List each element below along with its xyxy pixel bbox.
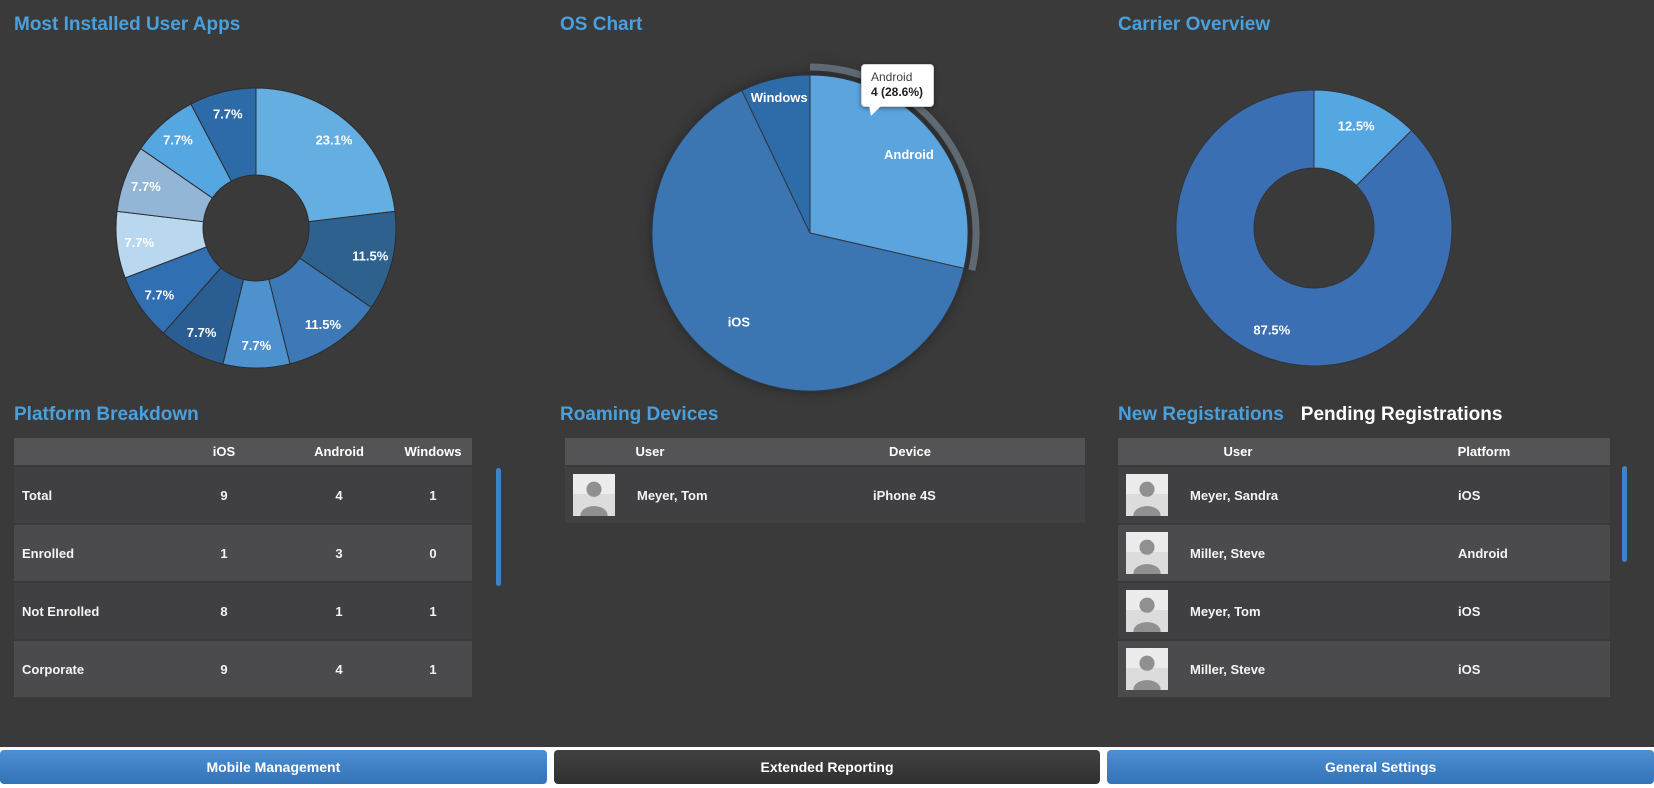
row-label: Enrolled xyxy=(22,545,75,561)
platform-name: Android xyxy=(1458,545,1508,561)
row-value: 0 xyxy=(429,545,437,561)
row-value: 9 xyxy=(220,661,228,677)
registrations-table-scrollbar[interactable] xyxy=(1622,466,1627,562)
column-header-android: Android xyxy=(314,444,364,459)
slice-87-5[interactable] xyxy=(1175,89,1453,367)
column-header-blank xyxy=(14,438,164,465)
section-title-most-installed-apps: Most Installed User Apps xyxy=(14,14,241,35)
slice-windows[interactable] xyxy=(741,74,811,234)
row-value: 1 xyxy=(429,487,437,503)
platform-name: iOS xyxy=(1458,487,1481,503)
row-label: Total xyxy=(22,487,53,503)
registrations-header: User Platform xyxy=(1118,438,1610,465)
registration-row[interactable]: Meyer, Sandra iOS xyxy=(1118,467,1610,523)
avatar xyxy=(1126,648,1168,690)
avatar-cell xyxy=(565,467,629,523)
row-value: 1 xyxy=(429,661,437,677)
registrations-rows: Meyer, Sandra iOS Miller, Steve Android Meye… xyxy=(1118,467,1610,697)
user-name: Miller, Steve xyxy=(1190,661,1266,677)
column-header-windows: Windows xyxy=(404,444,462,459)
avatar-cell xyxy=(1118,525,1182,581)
platform-row-total[interactable]: Total 9 4 1 xyxy=(14,467,472,523)
row-label: Corporate xyxy=(22,661,85,677)
platform-row-corporate[interactable]: Corporate 9 4 1 xyxy=(14,641,472,697)
platform-name: iOS xyxy=(1458,661,1481,677)
column-header-device: Device xyxy=(889,444,931,459)
column-carrier-registrations: Carrier Overview 12.5% 87.5% New Registra… xyxy=(1107,0,1654,747)
registration-row[interactable]: Meyer, Tom iOS xyxy=(1118,583,1610,639)
platform-breakdown-rows: Total 9 4 1 Enrolled 1 3 0 Not Enrolled 8 1 1 Corpor… xyxy=(14,467,472,697)
platform-breakdown-header: iOS Android Windows xyxy=(14,438,472,465)
platform-table-scrollbar[interactable] xyxy=(496,468,501,586)
roaming-devices-rows: Meyer, Tom iPhone 4S xyxy=(565,467,1085,523)
platform-breakdown-table: iOS Android Windows Total 9 4 1 Enrolled 1 3 0 N… xyxy=(14,438,472,697)
section-title-carrier-overview: Carrier Overview xyxy=(1118,14,1271,35)
mobile-management-button[interactable]: Mobile Management xyxy=(0,750,547,784)
avatar-cell xyxy=(1118,641,1182,697)
section-title-platform-breakdown: Platform Breakdown xyxy=(14,404,199,425)
row-value: 3 xyxy=(335,545,343,561)
column-apps-platform: Most Installed User Apps 23.1% 11.5% 11.5%… xyxy=(0,0,545,747)
row-value: 1 xyxy=(335,603,343,619)
row-value: 8 xyxy=(220,603,228,619)
row-value: 1 xyxy=(429,603,437,619)
avatar xyxy=(573,474,615,516)
user-name: Meyer, Sandra xyxy=(1190,487,1279,503)
user-name: Meyer, Tom xyxy=(637,487,708,503)
registrations-table: User Platform Meyer, Sandra iOS Miller, St… xyxy=(1118,438,1610,697)
roaming-devices-table: User Device Meyer, Tom iPhone 4S xyxy=(565,438,1085,523)
user-name: Meyer, Tom xyxy=(1190,603,1261,619)
registration-row[interactable]: Miller, Steve Android xyxy=(1118,525,1610,581)
footer-bar: Mobile Management Extended Reporting Gen… xyxy=(0,747,1654,788)
user-name: Miller, Steve xyxy=(1190,545,1266,561)
most-installed-apps-donut-chart[interactable]: 23.1%11.5%11.5%7.7%7.7%7.7%7.7%7.7%7.7%7… xyxy=(106,78,406,378)
row-value: 4 xyxy=(335,661,343,677)
row-value: 9 xyxy=(220,487,228,503)
platform-name: iOS xyxy=(1458,603,1481,619)
roaming-devices-header: User Device xyxy=(565,438,1085,465)
avatar-cell xyxy=(1118,583,1182,639)
slice-7-7[interactable] xyxy=(190,87,257,182)
row-value: 4 xyxy=(335,487,343,503)
avatar xyxy=(1126,532,1168,574)
general-settings-button[interactable]: General Settings xyxy=(1107,750,1654,784)
avatar-cell xyxy=(1118,467,1182,523)
platform-row-not-enrolled[interactable]: Not Enrolled 8 1 1 xyxy=(14,583,472,639)
avatar xyxy=(1126,590,1168,632)
slice-android[interactable] xyxy=(809,74,969,270)
platform-row-enrolled[interactable]: Enrolled 1 3 0 xyxy=(14,525,472,581)
registration-row[interactable]: Miller, Steve iOS xyxy=(1118,641,1610,697)
section-title-os-chart: OS Chart xyxy=(560,14,643,35)
column-header-ios: iOS xyxy=(212,444,236,459)
tooltip-series-name: Android xyxy=(871,70,913,84)
device-name: iPhone 4S xyxy=(873,487,936,503)
slice-23-1[interactable] xyxy=(255,87,396,223)
row-value: 1 xyxy=(220,545,228,561)
slice-highlight-ring xyxy=(809,63,980,272)
roaming-device-row[interactable]: Meyer, Tom iPhone 4S xyxy=(565,467,1085,523)
tab-pending-registrations[interactable]: Pending Registrations xyxy=(1300,404,1503,425)
column-header-user: User xyxy=(635,444,665,459)
avatar xyxy=(1126,474,1168,516)
column-header-platform: Platform xyxy=(1457,444,1511,459)
tab-new-registrations[interactable]: New Registrations xyxy=(1118,404,1284,425)
tooltip-value: 4 (28.6%) xyxy=(871,85,924,99)
column-header-user: User xyxy=(1223,444,1253,459)
section-title-roaming-devices: Roaming Devices xyxy=(560,404,719,425)
carrier-overview-donut-chart[interactable]: 12.5%87.5% xyxy=(1169,83,1459,373)
os-chart-tooltip: Android 4 (28.6%) xyxy=(861,64,935,116)
row-label: Not Enrolled xyxy=(22,603,100,619)
registrations-tabs: New Registrations Pending Registrations xyxy=(1118,404,1502,426)
extended-reporting-button[interactable]: Extended Reporting xyxy=(553,750,1101,784)
slice-ios[interactable] xyxy=(651,89,965,392)
column-os-roaming: OS Chart Android iOS Windows Android 4 (28… xyxy=(551,0,1101,747)
